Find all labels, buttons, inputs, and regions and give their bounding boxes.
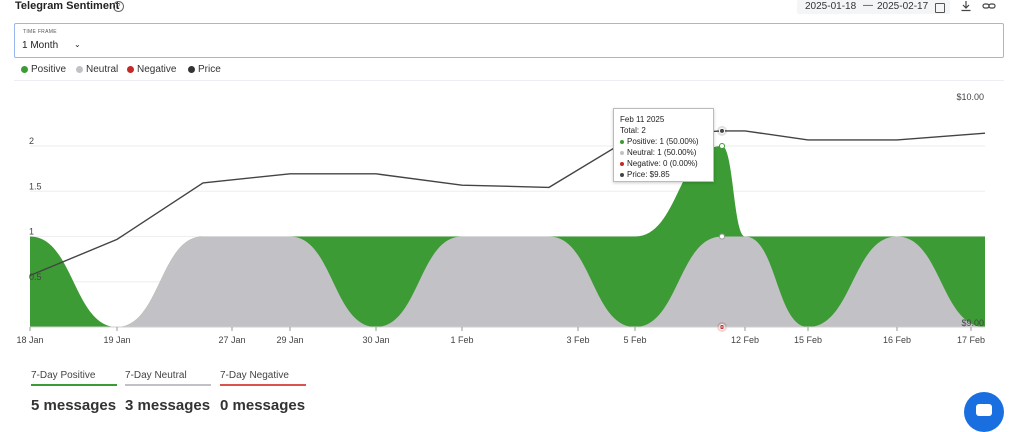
legend-label: Positive — [31, 64, 67, 75]
date-end[interactable]: 2025-02-17 — [877, 1, 929, 12]
stat-label: 7-Day Negative — [220, 370, 289, 381]
stat-value: 3 messages — [125, 397, 211, 414]
link-icon[interactable] — [982, 0, 996, 12]
sentiment-chart[interactable]: 0.5 1 1.5 2 $10.00 $9.00 18 Jan 19 Jan 27 Jan 29 … — [0, 85, 1024, 355]
timeframe-label: TIME FRAME — [23, 29, 57, 35]
x-tick-label: 3 Feb — [566, 335, 589, 345]
y-tick-label: 0.5 — [29, 272, 42, 282]
stat-bar-negative — [220, 384, 306, 386]
tooltip-dot-negative — [620, 161, 624, 166]
stat-neutral: 7-Day Neutral 3 messages — [125, 370, 211, 414]
chart-tooltip: Feb 11 2025 Total: 2 Positive: 1 (50.00%… — [613, 108, 714, 182]
tooltip-negative-text: Negative: 0 (0.00%) — [627, 159, 698, 168]
y-tick-label: 1 — [29, 227, 34, 237]
x-tick-label: 1 Feb — [450, 335, 473, 345]
chat-button[interactable] — [964, 392, 1004, 432]
tooltip-dot-price — [620, 172, 624, 177]
tooltip-neutral: Neutral: 1 (50.00%) — [620, 148, 696, 157]
x-tick-label: 29 Jan — [276, 335, 303, 345]
stat-negative: 7-Day Negative 0 messages — [220, 370, 306, 414]
x-tick-label: 12 Feb — [731, 335, 759, 345]
x-tick-label: 30 Jan — [362, 335, 389, 345]
tooltip-price-text: Price: $9.85 — [627, 170, 670, 179]
marker-neutral — [719, 233, 725, 240]
legend-item-price[interactable]: Price — [188, 64, 221, 75]
tooltip-positive: Positive: 1 (50.00%) — [620, 137, 699, 146]
chat-bubble-icon — [976, 404, 992, 416]
stat-value: 5 messages — [31, 397, 117, 414]
tooltip-positive-text: Positive: 1 (50.00%) — [627, 137, 699, 146]
legend-dot-negative — [127, 65, 134, 73]
weekly-stats: 7-Day Positive 5 messages 7-Day Neutral … — [31, 370, 331, 420]
price-axis-label: $9.00 — [961, 318, 984, 328]
date-separator: — — [863, 0, 873, 11]
legend-label: Negative — [137, 64, 177, 75]
y-tick-label: 1.5 — [29, 181, 42, 191]
timeframe-select[interactable]: TIME FRAME 1 Month ⌄ — [14, 23, 1004, 58]
date-start[interactable]: 2025-01-18 — [805, 1, 857, 12]
price-axis-label: $10.00 — [956, 92, 984, 102]
legend-item-positive[interactable]: Positive — [21, 64, 66, 75]
marker-positive — [719, 143, 725, 149]
header: Telegram Sentiment ? 2025-01-18 — 2025-0… — [0, 0, 1024, 16]
x-tick-label: 18 Jan — [16, 335, 43, 345]
price-line — [29, 130, 986, 277]
stat-value: 0 messages — [220, 397, 306, 414]
legend-dot-price — [188, 65, 195, 73]
tooltip-date: Feb 11 2025 — [620, 115, 665, 124]
stat-bar-positive — [31, 384, 117, 386]
legend-dot-neutral — [76, 65, 83, 73]
x-tick-label: 5 Feb — [623, 335, 646, 345]
stat-bar-neutral — [125, 384, 211, 386]
legend-label: Neutral — [86, 64, 119, 75]
x-tick-label: 17 Feb — [957, 335, 985, 345]
divider — [14, 80, 1004, 81]
chevron-down-icon[interactable]: ⌄ — [74, 40, 81, 49]
legend-dot-positive — [21, 65, 28, 73]
download-icon[interactable] — [960, 0, 972, 12]
area-neutral — [30, 236, 985, 327]
help-icon[interactable]: ? — [113, 1, 124, 12]
tooltip-neutral-text: Neutral: 1 (50.00%) — [627, 148, 697, 157]
x-tick-label: 19 Jan — [103, 335, 130, 345]
legend-item-negative[interactable]: Negative — [127, 64, 176, 75]
calendar-icon[interactable] — [935, 3, 945, 13]
x-tick-label: 27 Jan — [218, 335, 245, 345]
legend-label: Price — [198, 64, 221, 75]
timeframe-value[interactable]: 1 Month — [22, 40, 59, 51]
stat-positive: 7-Day Positive 5 messages — [31, 370, 117, 414]
chart-title: Telegram Sentiment — [15, 0, 120, 12]
x-tick-label: 15 Feb — [794, 335, 822, 345]
y-tick-label: 2 — [29, 136, 34, 146]
x-tick-label: 16 Feb — [883, 335, 911, 345]
date-range-picker[interactable]: 2025-01-18 — 2025-02-17 — [797, 0, 950, 14]
tooltip-price: Price: $9.85 — [620, 170, 670, 179]
stat-label: 7-Day Neutral — [125, 370, 187, 381]
marker-price — [719, 127, 725, 134]
tooltip-negative: Negative: 0 (0.00%) — [620, 159, 698, 168]
legend-item-neutral[interactable]: Neutral — [76, 64, 118, 75]
tooltip-dot-neutral — [620, 150, 624, 155]
tooltip-dot-positive — [620, 139, 624, 144]
stat-label: 7-Day Positive — [31, 370, 96, 381]
tooltip-total: Total: 2 — [620, 126, 646, 135]
